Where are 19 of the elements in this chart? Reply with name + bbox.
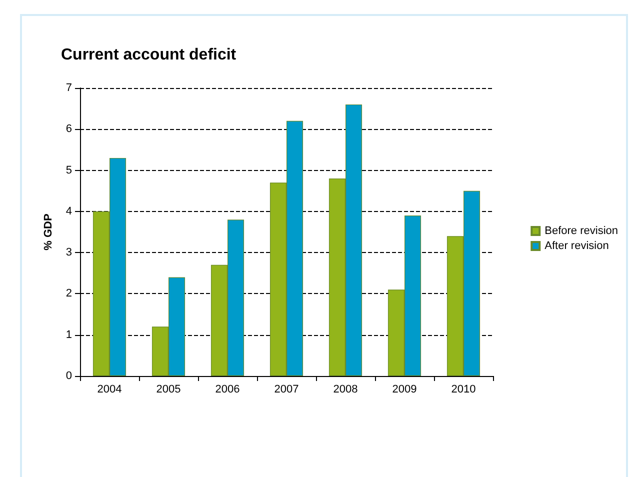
legend-label: Before revision <box>544 225 618 237</box>
y-tick-label: 2 <box>66 288 72 300</box>
y-tick-label: 0 <box>66 370 72 382</box>
x-tick-label: 2005 <box>156 384 181 396</box>
x-tick-label: 2010 <box>451 384 476 396</box>
legend-label: After revision <box>544 240 609 252</box>
x-tick-label: 2009 <box>392 384 417 396</box>
chart-title: Current account deficit <box>61 46 237 64</box>
x-tick-label: 2006 <box>215 384 240 396</box>
y-tick-label: 1 <box>66 328 72 341</box>
y-tick-label: 4 <box>66 205 72 218</box>
y-tick-label: 7 <box>66 82 72 94</box>
x-tick-label: 2007 <box>274 384 299 396</box>
y-tick-label: 3 <box>66 246 72 259</box>
x-tick-label: 2008 <box>333 384 358 396</box>
y-tick-label: 5 <box>66 164 72 176</box>
x-tick-label: 2004 <box>97 384 122 396</box>
y-tick-label: 6 <box>66 123 72 136</box>
y-axis-title: % GDP <box>42 214 54 250</box>
